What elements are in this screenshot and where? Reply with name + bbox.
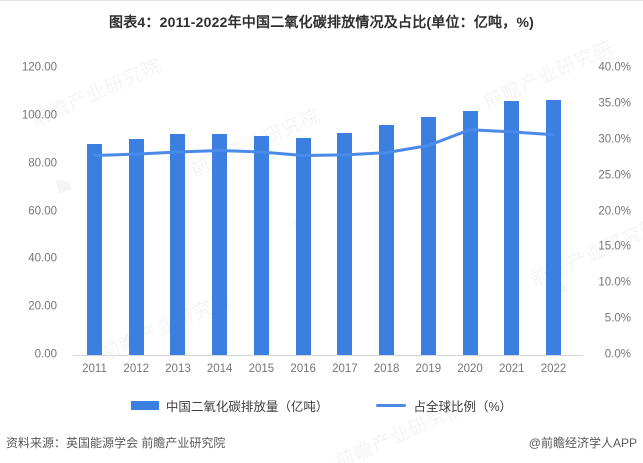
brand-note: @前瞻经济学人APP [528,436,637,450]
legend-label-emissions: 中国二氧化碳排放量（亿吨） [165,400,329,414]
bar-2016 [295,137,311,355]
x-axis-label: 2015 [248,363,275,375]
legend-label-share: 占全球比例（%） [413,400,513,414]
bar-2013 [170,133,186,355]
y-axis-right-tick: 15.0% [598,240,631,253]
x-axis-label: 2016 [290,363,316,375]
bar-2020 [462,110,478,355]
bar-2017 [337,132,353,355]
y-axis-right-tick: 0.0% [604,348,631,361]
y-axis-right-tick: 25.0% [598,168,631,181]
bar-series-swatch [130,401,159,410]
figure-footer: 资料来源：英国能源学会 前瞻产业研究院 @前瞻经济学人APP [6,434,637,451]
x-axis-label: 2013 [165,363,191,375]
y-axis-left-tick: 0.00 [34,348,57,361]
y-axis-right-tick: 40.0% [598,61,631,74]
y-axis-left-tick: 40.00 [28,252,57,265]
x-axis-label: 2011 [82,363,107,375]
y-axis-left-tick: 100.00 [21,109,57,122]
legend-item-share: 占全球比例（%） [376,396,512,415]
chart-title: 图表4：2011-2022年中国二氧化碳排放情况及占比(单位：亿吨，%) [109,14,534,30]
x-axis-label: 2019 [415,363,442,375]
bar-2015 [253,135,269,355]
y-axis-left-tick: 120.00 [21,61,57,74]
y-axis-left-tick: 20.00 [28,300,57,313]
bar-2021 [504,100,520,355]
bar-2018 [379,124,395,355]
top-divider [0,0,643,1]
bar-2014 [212,133,228,355]
y-axis-left-tick: 80.00 [28,156,57,169]
legend-item-emissions: 中国二氧化碳排放量（亿吨） [130,396,329,415]
bar-2012 [128,139,144,355]
x-axis-label: 2014 [206,363,233,375]
x-axis-label: 2020 [457,363,483,375]
x-axis-label: 2017 [332,363,358,375]
x-axis-label: 2022 [540,363,567,375]
x-axis-label: 2021 [498,363,525,375]
chart-legend: 中国二氧化碳排放量（亿吨） 占全球比例（%） [0,396,643,415]
x-axis-label: 2018 [373,363,400,375]
bar-2022 [545,100,561,355]
y-axis-right-tick: 10.0% [598,276,631,289]
line-series-swatch [376,404,407,407]
y-axis-left-tick: 60.00 [28,204,57,217]
bar-2019 [420,117,436,355]
y-axis-right-tick: 35.0% [598,97,631,110]
y-axis-right-tick: 30.0% [598,133,631,145]
source-note: 资料来源：英国能源学会 前瞻产业研究院 [6,436,226,450]
bar-2011 [87,143,102,355]
x-axis-label: 2012 [123,363,150,375]
x-axis-line [73,355,583,356]
y-axis-right-tick: 20.0% [598,204,631,217]
y-axis-right-tick: 5.0% [604,312,631,325]
